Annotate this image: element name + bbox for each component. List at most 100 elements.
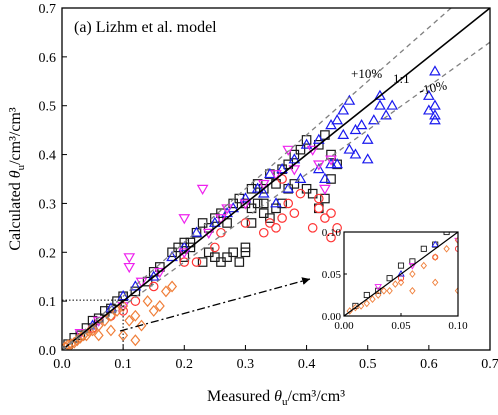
triangle-up-point bbox=[367, 114, 380, 125]
circle-point bbox=[277, 213, 287, 223]
square-point bbox=[197, 257, 208, 267]
triangle-up-point bbox=[270, 197, 282, 208]
inset-y-tick-label: 0.00 bbox=[322, 311, 342, 323]
square-point bbox=[246, 203, 257, 214]
x-tick-label: 0.3 bbox=[237, 357, 255, 372]
x-axis-label: Measured θu/cm³/cm³ bbox=[207, 388, 345, 408]
triangle-down-point bbox=[319, 184, 331, 196]
triangle-up-point bbox=[429, 65, 441, 76]
triangle-down-point bbox=[270, 170, 282, 181]
square-point bbox=[307, 188, 318, 199]
triangle-up-point bbox=[331, 158, 344, 169]
triangle-up-point bbox=[221, 206, 233, 218]
triangle-down-point bbox=[239, 199, 252, 210]
diamond-point bbox=[432, 278, 439, 287]
circle-point bbox=[313, 193, 324, 204]
square-point bbox=[289, 179, 300, 189]
diamond-point bbox=[392, 280, 399, 288]
diamond-point bbox=[167, 280, 178, 293]
triangle-down-point bbox=[196, 184, 209, 196]
triangle-up-point bbox=[208, 216, 221, 227]
square-point bbox=[258, 198, 269, 209]
triangle-up-point bbox=[374, 99, 386, 110]
triangle-up-point bbox=[319, 172, 331, 183]
triangle-down-point bbox=[288, 165, 301, 176]
triangle-up-point bbox=[361, 153, 374, 164]
circle-point bbox=[295, 188, 306, 199]
triangle-up-point bbox=[312, 133, 325, 144]
triangle-up-point bbox=[276, 162, 288, 174]
diamond-point bbox=[160, 285, 171, 298]
triangle-down-point bbox=[215, 214, 227, 225]
square-point bbox=[289, 149, 300, 160]
triangle-up-point bbox=[190, 226, 203, 237]
diamond-point bbox=[142, 295, 153, 308]
inset-y-axis-ticks: 0.00 0.05 0.10 bbox=[322, 227, 347, 323]
triangle-up-point bbox=[325, 119, 337, 130]
diamond-point bbox=[93, 329, 104, 342]
square-point bbox=[420, 245, 427, 252]
triangle-up-point bbox=[422, 89, 435, 100]
circle-point bbox=[258, 227, 269, 238]
diamond-point bbox=[386, 286, 393, 295]
annotation-one-to-one: 1:1 bbox=[393, 71, 410, 86]
square-point bbox=[363, 291, 370, 299]
circle-point bbox=[397, 275, 405, 282]
square-point bbox=[222, 252, 232, 262]
diamond-point bbox=[136, 319, 147, 332]
x-tick-label: 0.6 bbox=[420, 357, 438, 372]
inset-x-axis-ticks: 0.00 0.05 0.10 bbox=[334, 313, 468, 332]
triangle-down-point bbox=[178, 248, 191, 259]
triangle-up-point bbox=[239, 192, 252, 203]
square-point bbox=[326, 174, 336, 184]
square-point bbox=[228, 247, 238, 258]
square-point bbox=[210, 213, 220, 223]
triangle-down-point bbox=[325, 155, 337, 166]
x-tick-label: 0.2 bbox=[176, 357, 194, 372]
square-point bbox=[234, 257, 245, 267]
triangle-down-point bbox=[374, 284, 382, 291]
triangle-down-point bbox=[306, 145, 319, 156]
x-tick-label: 0.7 bbox=[481, 357, 498, 372]
x-tick-label: 0.0 bbox=[53, 357, 71, 372]
triangle-up-point bbox=[343, 143, 356, 154]
triangle-up-point bbox=[178, 241, 191, 252]
triangle-down-point bbox=[123, 253, 136, 264]
diamond-point bbox=[148, 304, 159, 317]
square-point bbox=[216, 208, 226, 218]
diamond-point bbox=[454, 236, 458, 245]
circle-point bbox=[320, 213, 330, 223]
square-point bbox=[185, 242, 196, 253]
triangle-up-point bbox=[386, 99, 399, 110]
diamond-point bbox=[443, 244, 450, 253]
circle-point bbox=[210, 242, 220, 253]
square-point bbox=[295, 144, 306, 155]
square-point bbox=[314, 140, 324, 150]
diamond-point bbox=[105, 324, 116, 337]
square-point bbox=[409, 258, 416, 265]
y-tick-label: 0.7 bbox=[39, 2, 57, 17]
y-tick-label: 0.0 bbox=[39, 344, 57, 359]
triangle-up-point bbox=[166, 250, 178, 262]
triangle-up-point bbox=[361, 133, 374, 144]
diamond-point bbox=[397, 278, 405, 287]
y-axis-label-pre: Calculated bbox=[7, 178, 24, 250]
inset-scatter-points bbox=[346, 232, 458, 315]
triangle-up-point bbox=[380, 109, 392, 120]
diamond-point bbox=[154, 300, 165, 313]
square-point bbox=[246, 218, 257, 228]
diamond-point bbox=[432, 253, 439, 262]
circle-point bbox=[240, 218, 251, 228]
square-point bbox=[240, 247, 251, 258]
diamond-point bbox=[420, 261, 427, 270]
triangle-down-point bbox=[123, 262, 136, 274]
y-tick-label: 0.1 bbox=[39, 295, 57, 310]
triangle-up-point bbox=[147, 270, 160, 281]
circle-point bbox=[332, 223, 342, 233]
y-tick-label: 0.5 bbox=[39, 100, 57, 115]
y-tick-label: 0.2 bbox=[39, 246, 57, 261]
diamond-point bbox=[118, 329, 129, 342]
triangle-up-point bbox=[331, 114, 344, 125]
square-point bbox=[173, 242, 183, 253]
